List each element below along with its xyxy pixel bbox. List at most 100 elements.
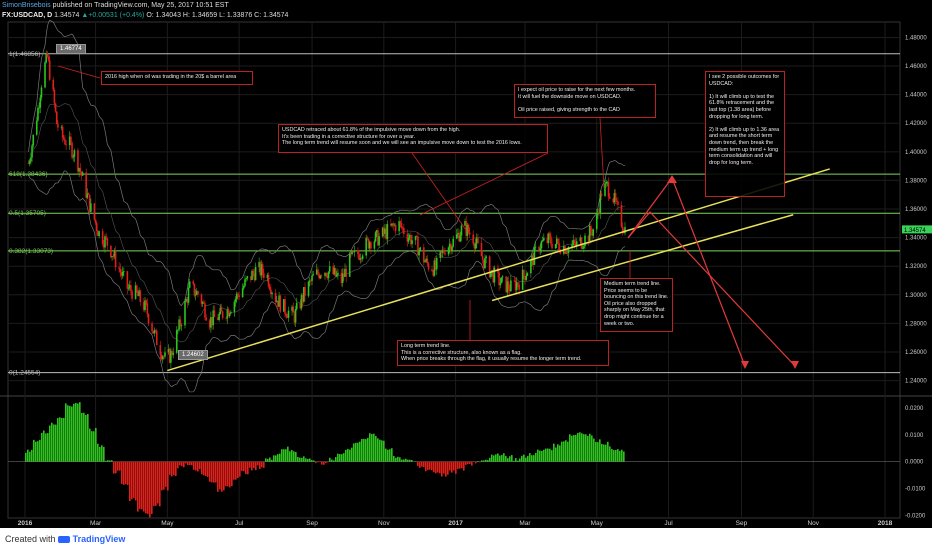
osc-bar: [283, 449, 285, 462]
candle-body: [557, 238, 559, 244]
osc-bar: [389, 449, 391, 462]
open-value: O: 1.34043: [146, 12, 181, 19]
osc-bar: [463, 461, 465, 471]
candle-body: [433, 260, 436, 276]
candle-body: [318, 273, 320, 279]
osc-bar: [231, 461, 233, 487]
candle-body: [513, 280, 516, 282]
osc-bar: [71, 406, 73, 462]
osc-bar: [331, 459, 333, 462]
candle-body: [392, 223, 395, 226]
tradingview-link[interactable]: TradingView: [72, 534, 126, 544]
candle-body: [38, 107, 40, 109]
oscillator: [8, 402, 900, 518]
candle-body: [571, 244, 573, 247]
osc-bar: [195, 461, 197, 471]
osc-bar: [577, 432, 579, 462]
candle-body: [147, 314, 150, 324]
osc-bar: [271, 459, 273, 462]
candle-body: [533, 247, 536, 265]
osc-bar: [47, 433, 49, 462]
candle-body: [85, 172, 87, 198]
candle-body: [295, 302, 298, 310]
candle-body: [591, 232, 593, 236]
author-link[interactable]: SimonBrisebois: [2, 2, 51, 9]
candle-body: [101, 231, 104, 245]
osc-tick-label: 0.0000: [905, 460, 924, 466]
osc-bar: [117, 461, 119, 471]
osc-bar: [289, 451, 291, 462]
candle-body: [410, 235, 412, 245]
osc-bar: [365, 439, 367, 462]
osc-bar: [233, 461, 235, 480]
osc-bar: [601, 443, 603, 462]
osc-bar: [99, 446, 101, 462]
osc-bar: [103, 446, 105, 462]
candle-body: [370, 242, 372, 249]
osc-bar: [563, 441, 565, 462]
osc-bar: [391, 448, 393, 462]
osc-bar: [227, 461, 229, 487]
candle-body: [401, 227, 404, 229]
candle-body: [621, 226, 624, 231]
candle-body: [540, 241, 543, 249]
candle-body: [598, 212, 600, 214]
candle-body: [213, 310, 216, 318]
candle-body: [373, 241, 376, 249]
candle-body: [391, 223, 393, 226]
osc-bar: [229, 461, 231, 488]
osc-bar: [423, 461, 425, 468]
osc-bar: [483, 460, 485, 462]
osc-bar: [111, 460, 113, 462]
candle-body: [452, 238, 455, 247]
osc-bar: [401, 459, 403, 462]
time-tick-label: Sep: [306, 520, 318, 527]
candle-body: [286, 316, 289, 318]
osc-bar: [193, 461, 195, 470]
candle-body: [546, 237, 549, 243]
candle-body: [134, 285, 137, 299]
candle-body: [285, 313, 287, 317]
candle-body: [53, 89, 56, 104]
osc-bar: [375, 436, 377, 462]
candle-body: [531, 255, 533, 261]
chart-frame: [7, 21, 901, 519]
candle-body: [565, 252, 567, 254]
candle-body: [426, 258, 429, 264]
osc-tick-label: 0.0200: [905, 406, 924, 412]
candle-body: [119, 268, 122, 273]
candle-body: [407, 237, 410, 242]
candle-body: [394, 224, 397, 232]
candle-body: [600, 193, 603, 197]
osc-bar: [465, 461, 467, 465]
candle-body: [267, 274, 270, 287]
candle-body: [324, 272, 326, 276]
osc-bar: [527, 455, 529, 462]
osc-bar: [237, 461, 239, 479]
osc-bar: [387, 449, 389, 462]
osc-bar: [421, 461, 423, 467]
candle-body: [259, 262, 262, 276]
candle-body: [268, 286, 271, 290]
osc-bar: [511, 455, 513, 462]
osc-bar: [83, 412, 85, 462]
osc-bar: [285, 449, 287, 462]
candle-body: [532, 255, 535, 265]
candle-body: [90, 203, 92, 212]
osc-tick-label: -0.0200: [905, 513, 926, 519]
note-two-outcomes: I see 2 possible outcomes for USDCAD: 1)…: [705, 71, 785, 197]
candle-body: [114, 251, 117, 268]
candle-body: [344, 268, 346, 277]
osc-bar: [581, 433, 583, 462]
osc-bar: [127, 461, 129, 486]
osc-bar: [277, 454, 279, 462]
osc-bar: [81, 412, 83, 462]
candle-body: [266, 274, 269, 278]
candle-body: [93, 203, 96, 220]
osc-bar: [275, 455, 277, 462]
candle-body: [233, 301, 236, 313]
osc-bar: [149, 461, 151, 518]
candle-body: [44, 62, 46, 88]
candle-body: [154, 329, 157, 331]
osc-bar: [95, 427, 97, 462]
